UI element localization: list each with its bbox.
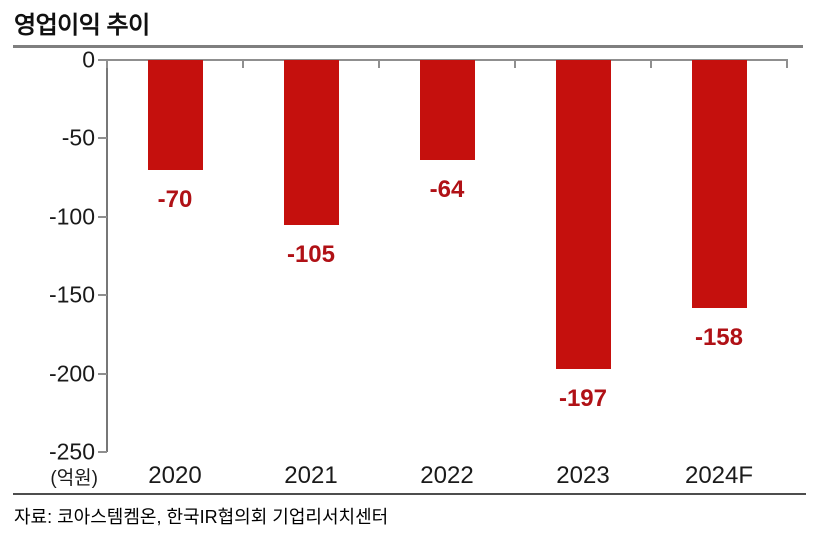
axis-line-y <box>106 60 108 452</box>
x-axis-label: 2022 <box>420 462 474 489</box>
x-axis-tick <box>650 60 652 68</box>
bar-value-label: -105 <box>286 241 336 268</box>
y-axis-label: -100 <box>48 203 95 230</box>
y-axis-tick <box>98 215 107 218</box>
y-axis-tick <box>98 451 107 453</box>
y-axis-label: -250 <box>48 438 95 465</box>
y-axis-tick <box>98 137 107 140</box>
x-axis-label: 2024F <box>684 462 754 489</box>
unit-label: (억원) <box>50 468 98 489</box>
bar-value-label: -64 <box>429 176 465 203</box>
bar <box>556 60 611 369</box>
bar-value-label: -197 <box>558 385 608 412</box>
y-axis-tick <box>98 294 107 297</box>
bar-value-label: -158 <box>694 324 744 351</box>
x-axis-label: 2021 <box>284 462 338 489</box>
source-note: 자료: 코아스템켐온, 한국IR협의회 기업리서치센터 <box>14 507 389 527</box>
x-axis-tick <box>786 60 788 68</box>
bar <box>420 60 475 160</box>
bar <box>148 60 203 170</box>
y-axis-label: 0 <box>82 46 95 73</box>
x-axis-tick <box>378 60 380 68</box>
source-divider <box>13 493 806 495</box>
x-axis-tick <box>242 60 244 68</box>
bar <box>284 60 339 225</box>
x-axis-label: 2023 <box>556 462 610 489</box>
y-axis-label: -150 <box>48 281 95 308</box>
chart-title: 영업이익 추이 <box>14 12 150 39</box>
y-axis-tick <box>98 59 107 61</box>
x-axis-label: 2020 <box>148 462 202 489</box>
x-axis-tick <box>514 60 516 68</box>
y-axis-label: -50 <box>61 124 95 151</box>
x-axis-tick <box>106 60 108 68</box>
bar-value-label: -70 <box>157 186 193 213</box>
y-axis-label: -200 <box>48 360 95 387</box>
y-axis-tick <box>98 372 107 375</box>
title-divider <box>13 45 803 48</box>
bar <box>692 60 747 308</box>
